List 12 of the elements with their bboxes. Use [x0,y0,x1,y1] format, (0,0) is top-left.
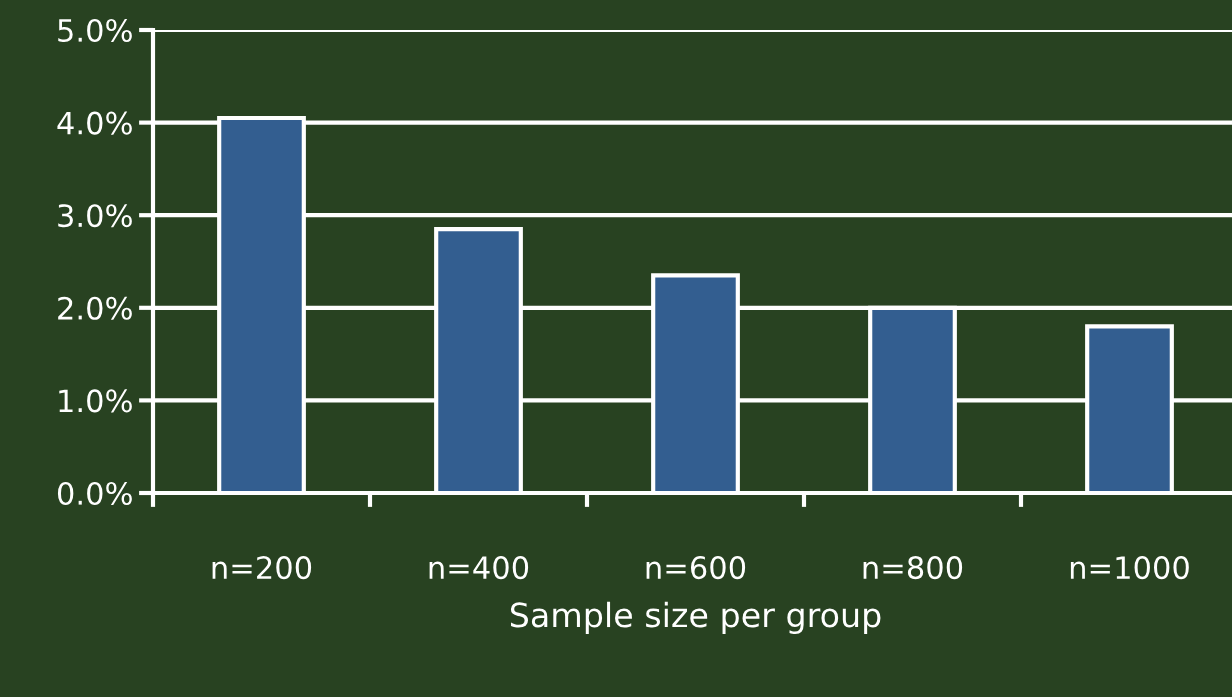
x-tick-label: n=1000 [1070,556,1189,580]
x-tick-label: n=600 [646,556,746,580]
x-axis-title: Sample size per group [510,601,881,634]
y-tick-label: 4.0% [57,111,132,135]
x-tick-label: n=200 [212,556,312,580]
y-tick-label: 1.0% [59,389,132,413]
x-tick-label: n=400 [429,556,529,580]
y-tick-label: 2.0% [58,296,132,320]
y-tick-label: 0.0% [57,481,132,506]
x-tick-label: n=800 [863,556,963,580]
y-tick-label: 3.0% [58,204,132,228]
y-tick-label: 5.0% [58,18,132,43]
